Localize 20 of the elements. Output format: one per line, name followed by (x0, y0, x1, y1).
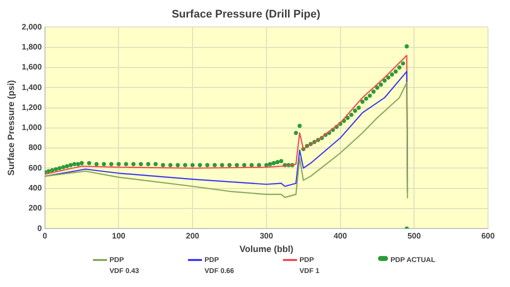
y-tick-label: 600 (28, 163, 42, 172)
y-tick-label: 2,000 (22, 22, 42, 32)
y-axis-title: Surface Pressure (psi) (6, 80, 16, 176)
y-tick-label: 200 (28, 204, 42, 213)
x-tick-label: 400 (334, 232, 348, 241)
y-tick-label: 1,800 (22, 42, 42, 52)
y-tick-label: 1,200 (22, 102, 42, 112)
x-tick-label: 100 (112, 232, 126, 241)
x-tick-label: 500 (407, 232, 422, 241)
y-tick-label: 0 (37, 224, 42, 233)
y-tick-label: 1,000 (22, 123, 42, 132)
chart-title: Surface Pressure (Drill Pipe) (172, 8, 321, 21)
y-tick-label: 1,600 (22, 62, 42, 72)
x-tick-label: 300 (260, 232, 274, 241)
y-tick-label: 800 (28, 143, 42, 152)
x-tick-label: 600 (481, 232, 496, 241)
x-tick-label: 200 (186, 232, 200, 241)
y-tick-label: 400 (28, 184, 42, 193)
y-tick-label: 1,400 (22, 82, 42, 92)
x-axis-title: Volume (bbl) (239, 244, 294, 254)
